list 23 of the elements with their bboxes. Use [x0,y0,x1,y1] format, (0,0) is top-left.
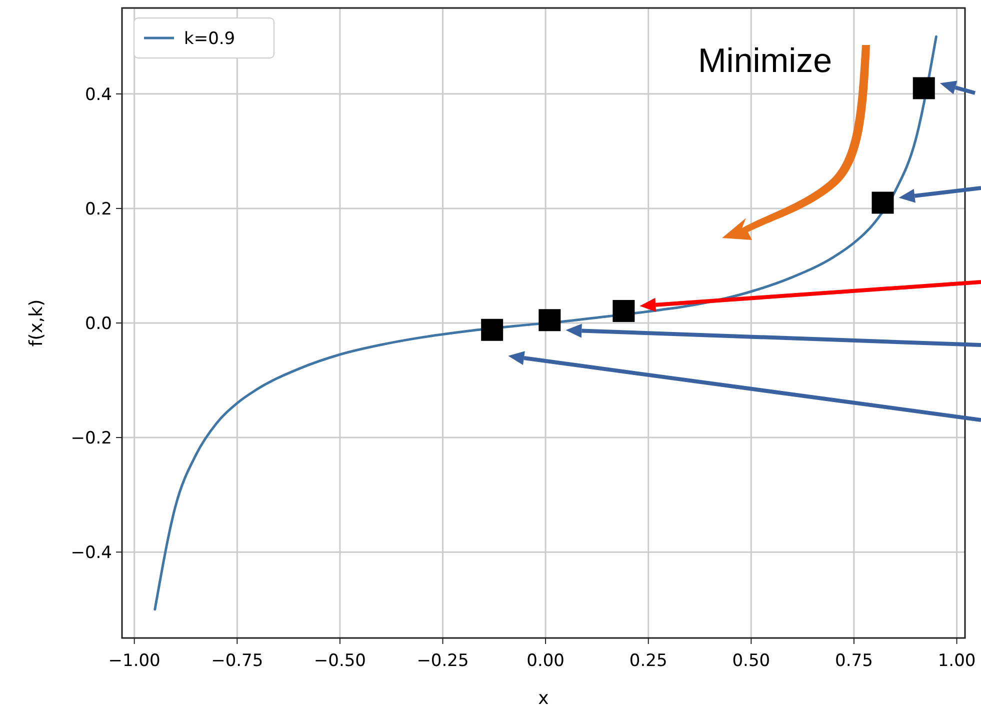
point [912,77,935,100]
point [538,309,561,332]
x-tick-label: 0.00 [526,651,564,671]
y-axis-title: f(x,k) [26,299,47,347]
x-tick-label: −0.25 [416,651,469,671]
point [872,192,894,214]
y-tick-label: 0.4 [84,84,112,105]
y-tick-label: 0.2 [84,199,112,220]
x-tick-label: 0.25 [629,651,668,671]
legend-label: k=0.9 [184,29,236,49]
y-tick-label: −0.4 [70,543,112,564]
x-tick-label: 0.50 [732,651,770,671]
x-axis-title: x [538,688,550,708]
x-tick-label: −0.75 [211,651,264,671]
x-tick-label: 0.75 [835,651,873,671]
point [612,300,635,322]
x-tick-label: −1.00 [108,651,160,671]
y-tick-label: 0.0 [84,314,112,334]
x-tick-label: −0.50 [314,651,366,671]
x-tick-label: 1.00 [938,651,976,671]
point [481,318,504,341]
y-tick-label: −0.2 [70,428,112,449]
annotation: Minimize [698,42,832,80]
